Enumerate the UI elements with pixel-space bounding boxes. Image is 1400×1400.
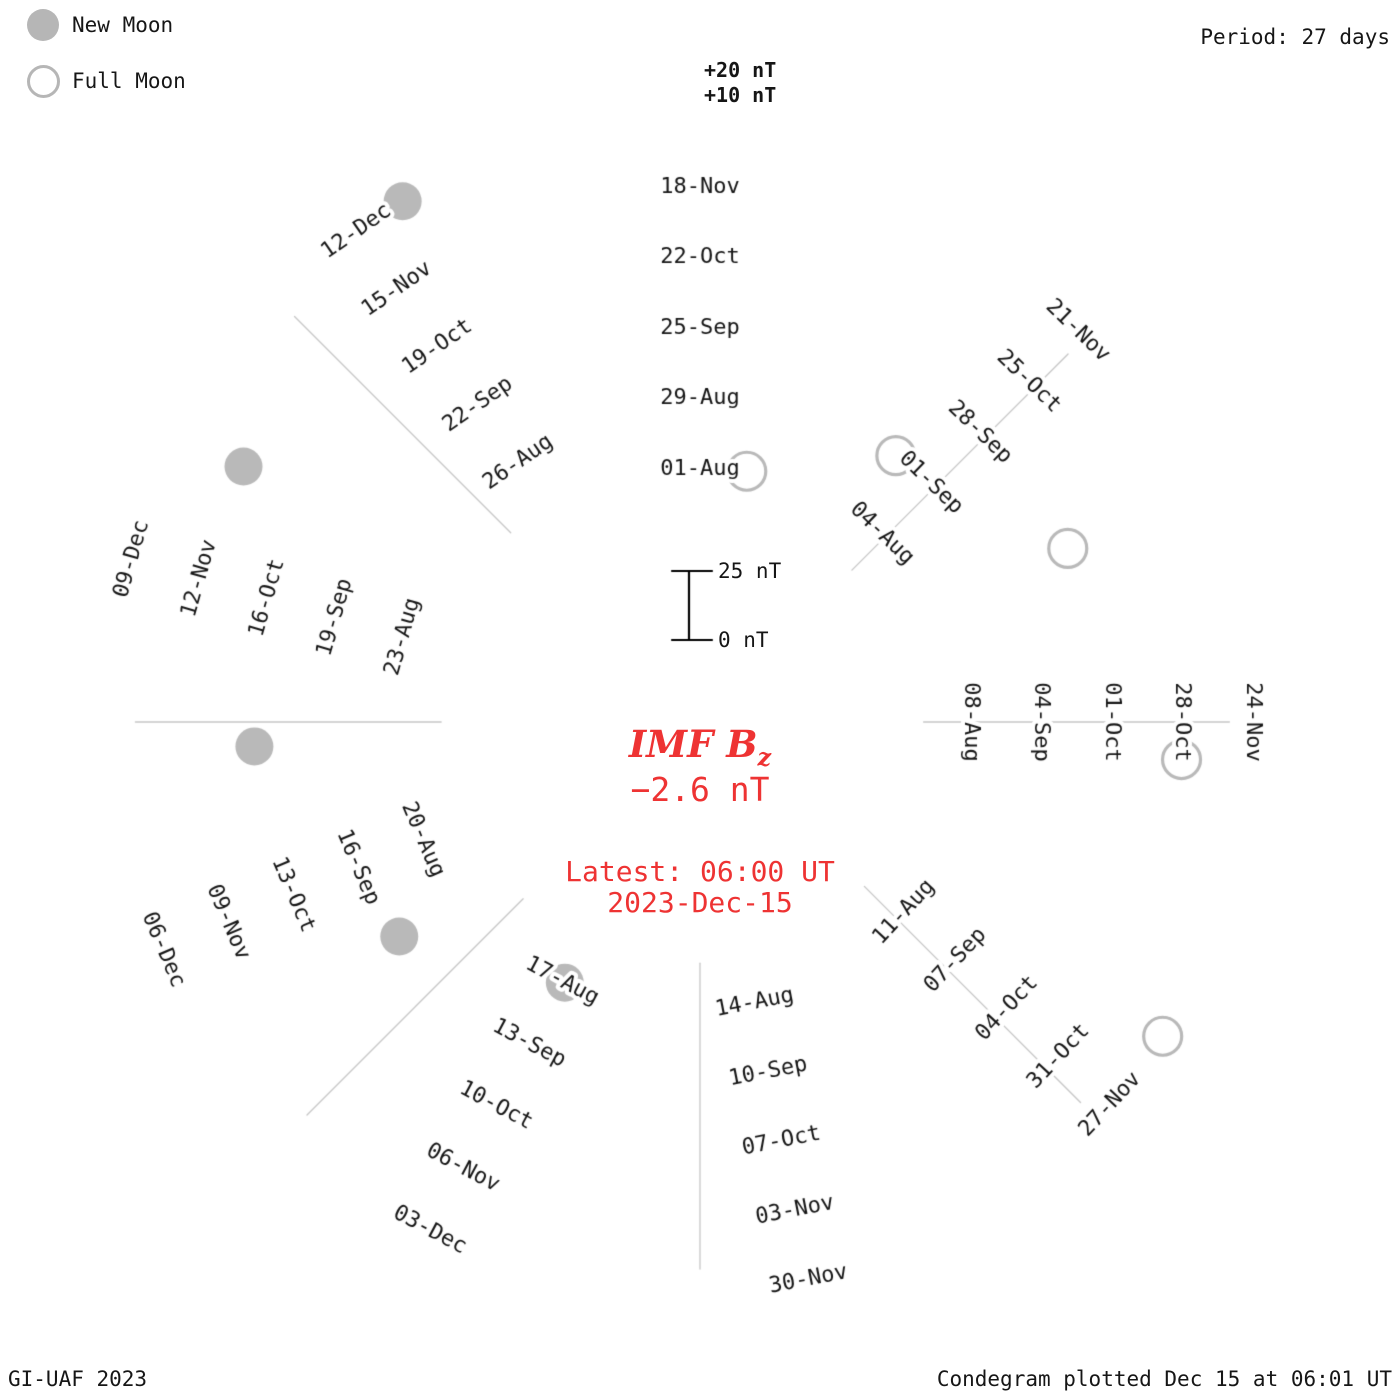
latest-value: −2.6 nT [630,770,770,809]
grid-label-plus10: +10 nT [701,84,780,106]
scale-bar-max-label: 25 nT [716,559,784,583]
latest-time-line2: 2023-Dec-15 [607,886,793,919]
chart-title-subscript: z [757,742,772,772]
scale-bar-min-label: 0 nT [716,628,771,652]
new-moon-label: New Moon [72,13,174,37]
chart-title: IMF Bz [0,726,1400,769]
credit-label: GI-UAF 2023 [8,1367,148,1391]
new-moon-icon [27,9,59,41]
plotted-time-label: Condegram plotted Dec 15 at 06:01 UT [936,1367,1392,1391]
period-label: Period: 27 days [1200,25,1390,49]
full-moon-icon [27,65,60,98]
latest-time-line1: Latest: 06:00 UT [565,855,835,888]
grid-label-plus20: +20 nT [701,59,780,81]
full-moon-label: Full Moon [72,69,186,93]
chart-title-main: IMF B [628,722,758,766]
